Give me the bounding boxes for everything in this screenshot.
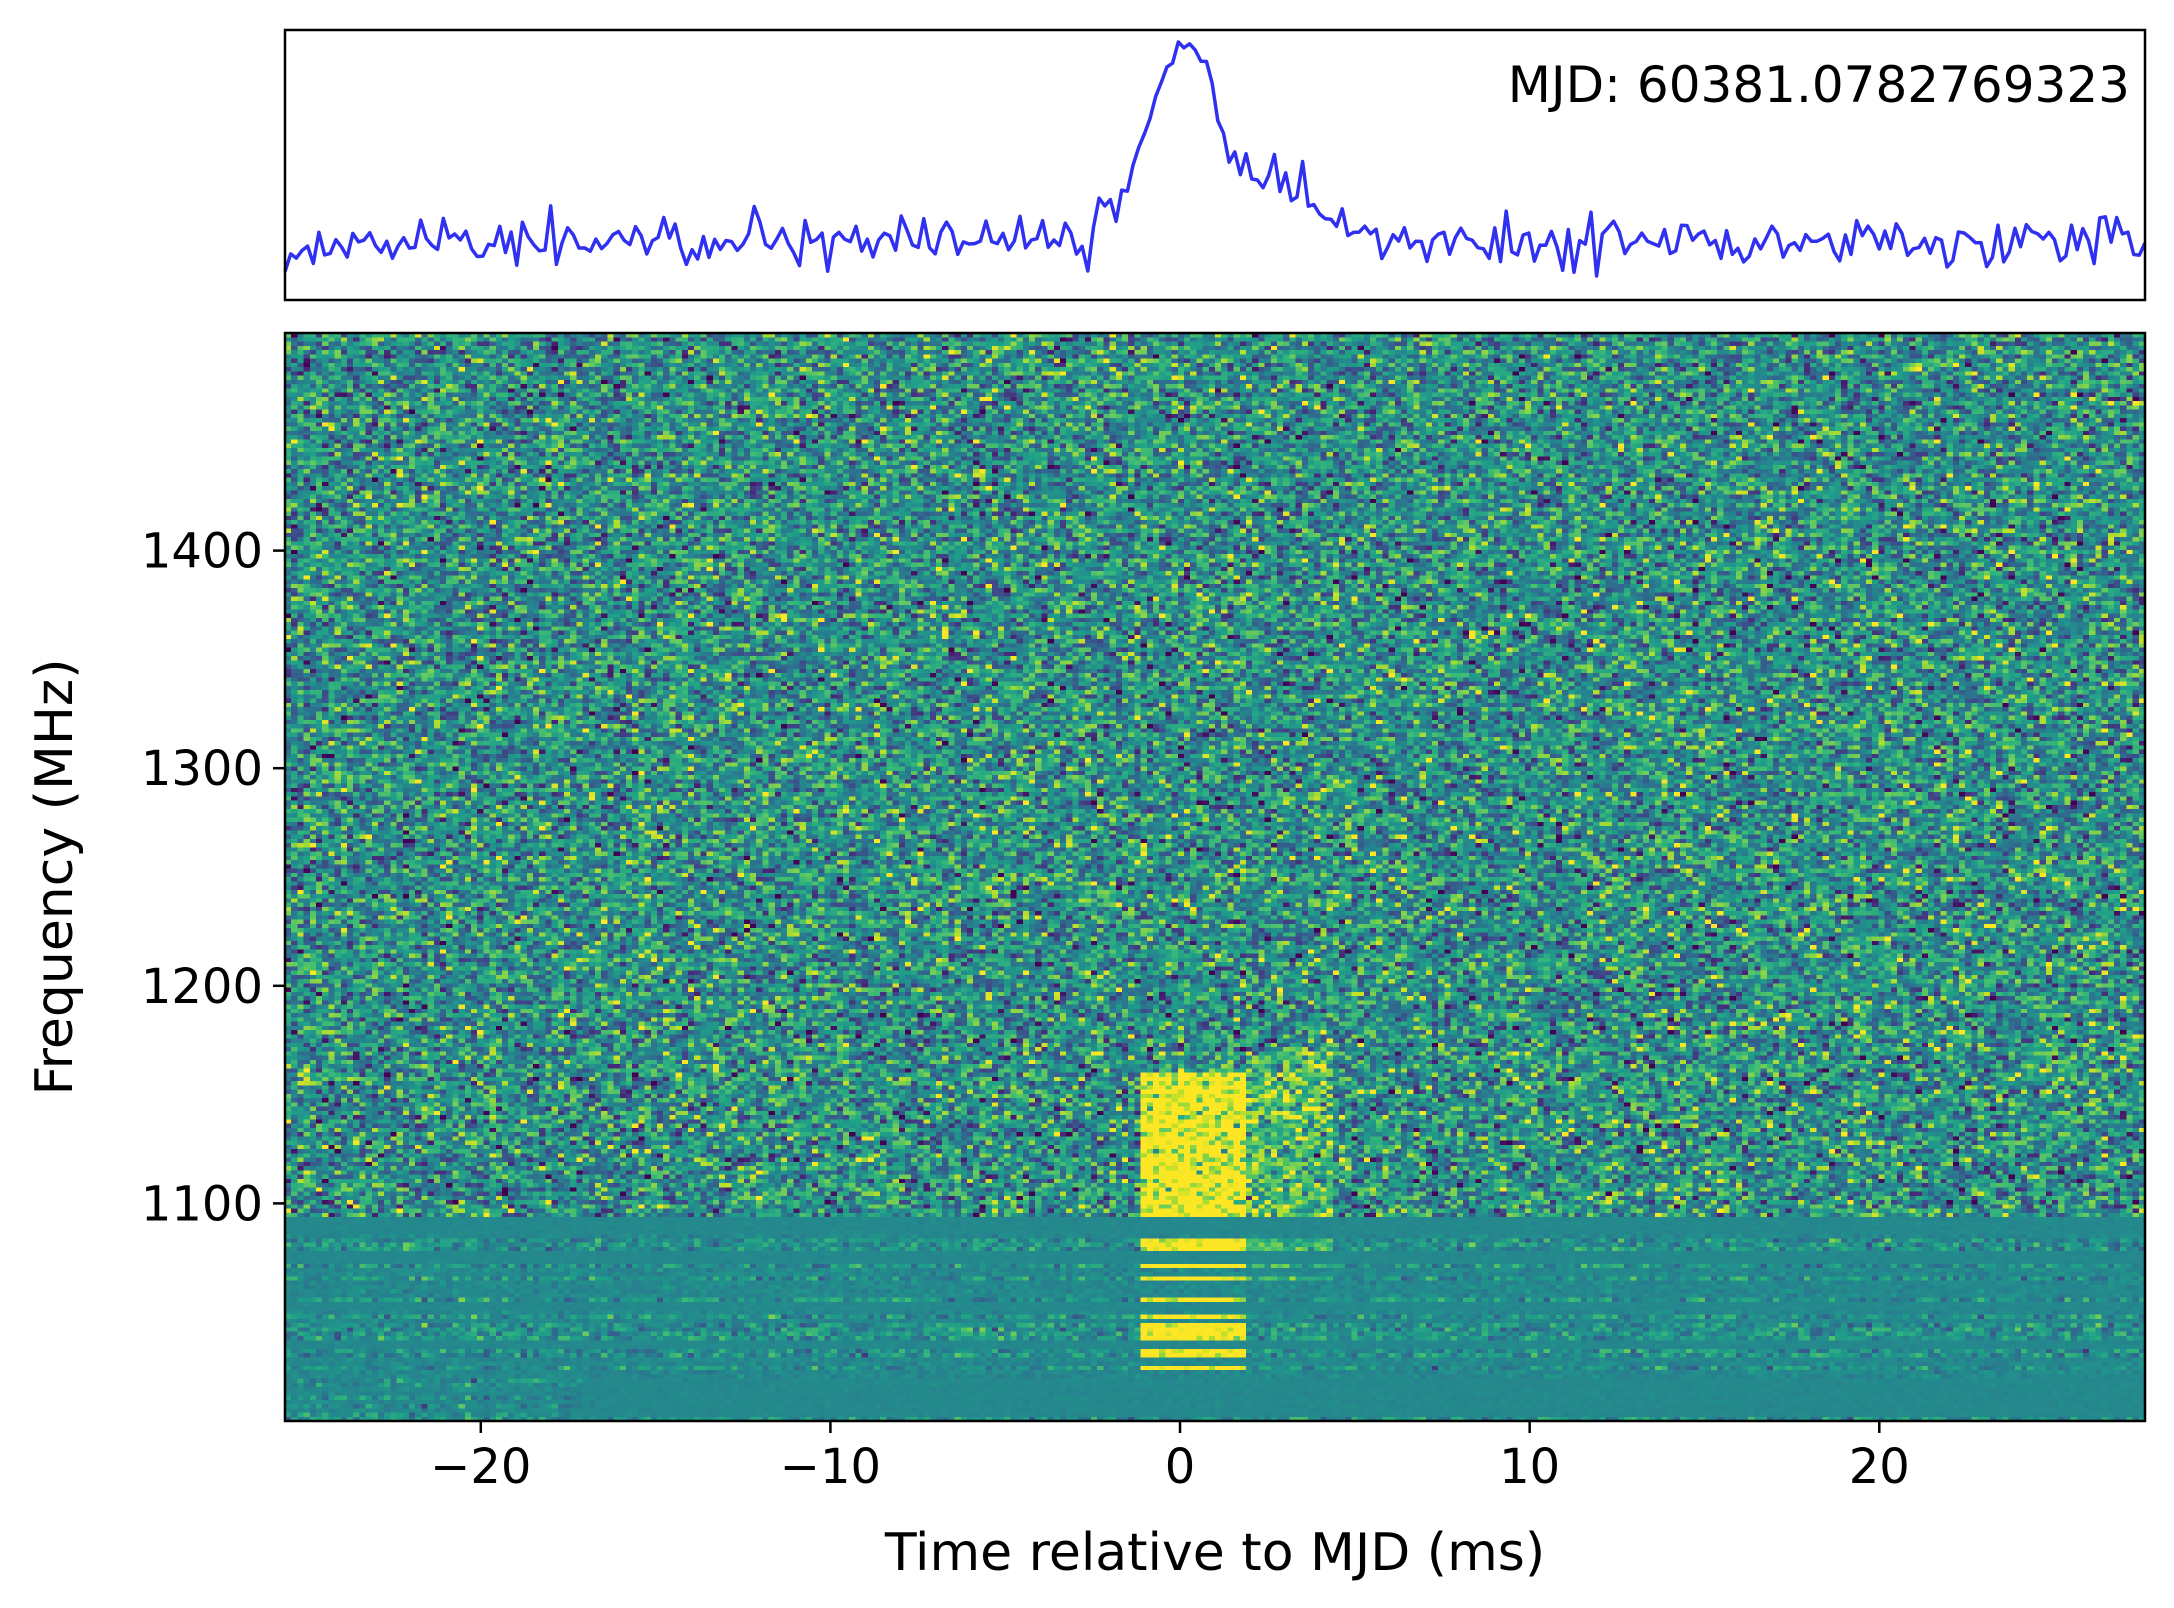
- x-tick-label: 10: [1499, 1439, 1560, 1495]
- x-tick-label: 20: [1849, 1439, 1910, 1495]
- spectrum-axes-border: [283, 331, 2147, 1423]
- y-tick-label: 1300: [141, 741, 263, 797]
- y-axis: 1100 1200 1300 1400: [141, 524, 285, 1232]
- profile-panel: MJD: 60381.0782769323: [283, 28, 2147, 302]
- heatmap-image: [285, 333, 2145, 1421]
- x-tick-label: −20: [430, 1439, 531, 1495]
- y-tick-label: 1100: [141, 1176, 263, 1232]
- y-tick-label: 1200: [141, 959, 263, 1015]
- spectrum-heatmap: [285, 333, 2145, 1421]
- profile-axes-border: [283, 28, 2147, 302]
- mjd-annotation: MJD: 60381.0782769323: [1508, 56, 2130, 114]
- x-tick-label: −10: [780, 1439, 881, 1495]
- profile-line: [283, 40, 2147, 278]
- spectrum-panel: −20 −10 0 10 20 1100 1200 1300 1400 Time relati…: [25, 331, 2147, 1583]
- x-tick-label: 0: [1165, 1439, 1196, 1495]
- x-axis-label: Time relative to MJD (ms): [884, 1523, 1545, 1583]
- y-axis-label: Frequency (MHz): [25, 659, 85, 1096]
- x-axis: −20 −10 0 10 20: [430, 1421, 1910, 1495]
- y-tick-label: 1400: [141, 524, 263, 580]
